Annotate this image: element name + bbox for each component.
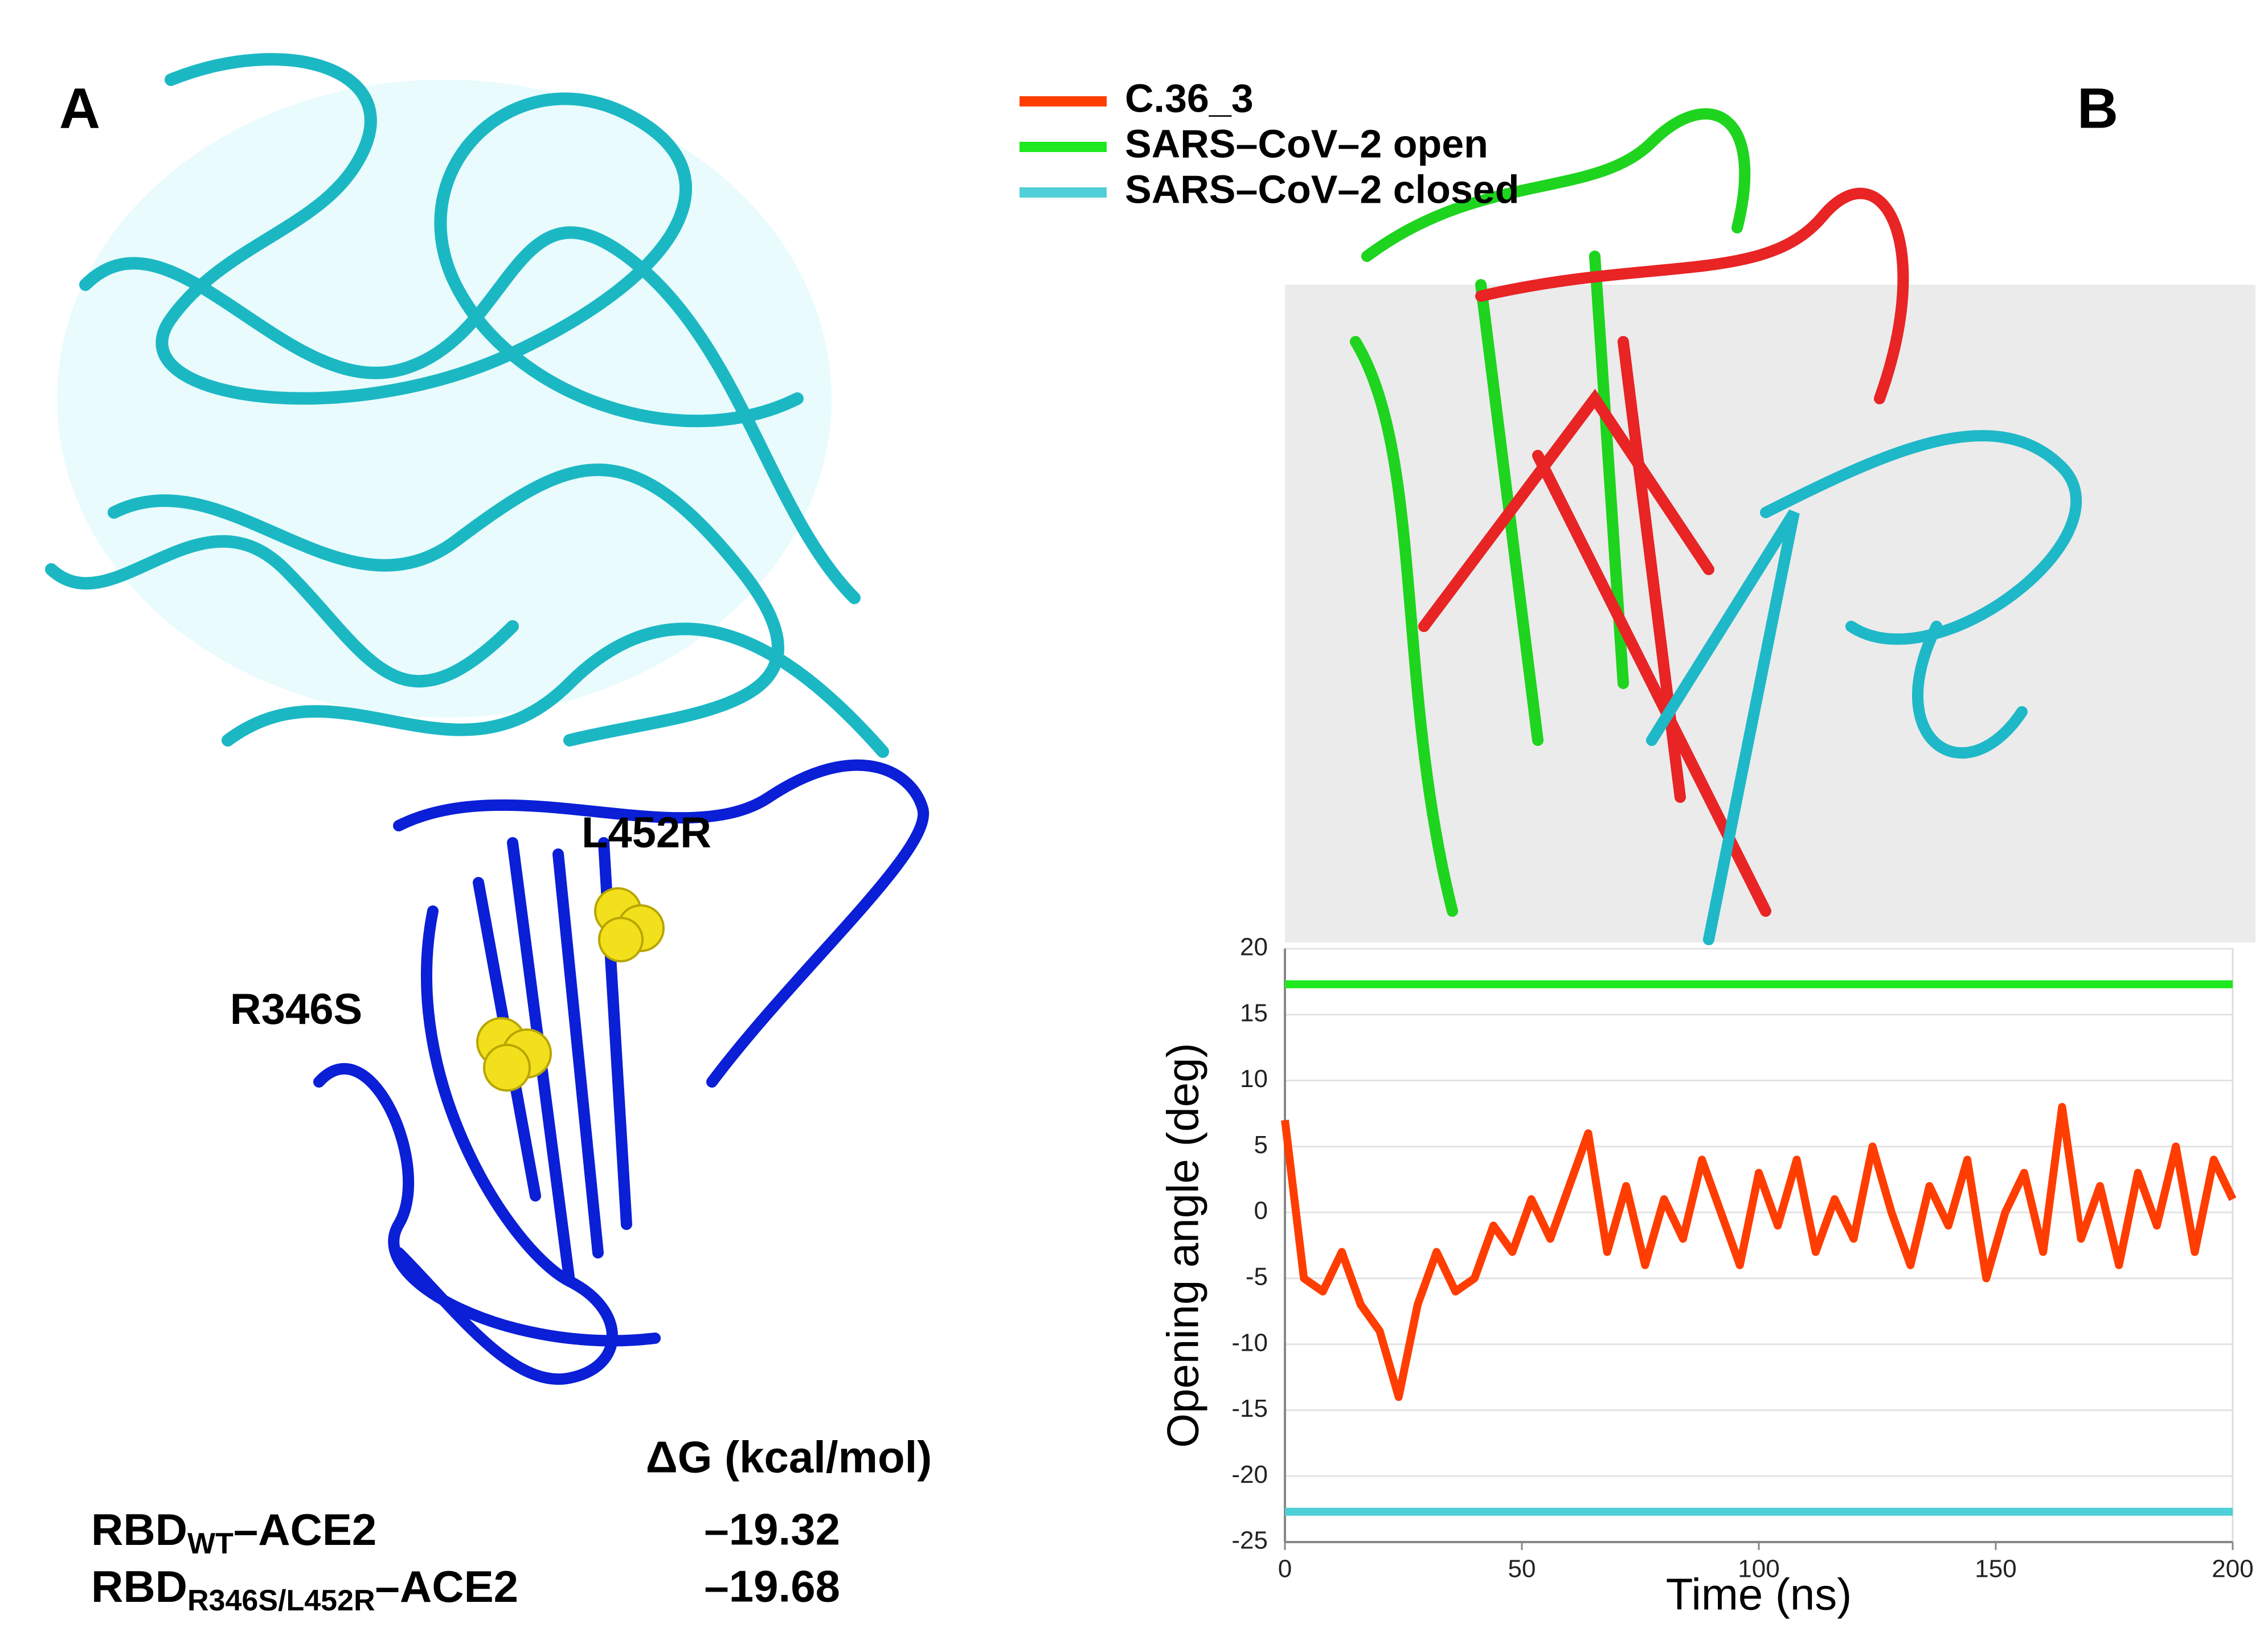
y-tick-label: 5 <box>1254 1131 1268 1159</box>
panel-label: B <box>2077 76 2118 140</box>
table-header: ΔG (kcal/mol) <box>646 1432 932 1482</box>
row-subscript: WT <box>187 1527 234 1560</box>
y-tick-label: 15 <box>1240 999 1268 1027</box>
legend-label: SARS–CoV–2 open <box>1125 121 1488 166</box>
y-tick-label: -10 <box>1231 1329 1268 1356</box>
y-tick-label: -5 <box>1246 1263 1268 1291</box>
y-tick-label: 20 <box>1240 933 1268 961</box>
x-tick-label: 0 <box>1278 1555 1292 1583</box>
spike-structure <box>1285 108 2255 945</box>
plot-area <box>1284 948 2234 1543</box>
row-suffix: –ACE2 <box>375 1561 518 1612</box>
x-tick-label: 150 <box>1975 1555 2016 1583</box>
row-value: –19.68 <box>704 1561 840 1612</box>
row-value: –19.32 <box>704 1504 840 1555</box>
y-tick-label: -20 <box>1231 1461 1268 1489</box>
y-tick-label: -15 <box>1231 1395 1268 1422</box>
x-axis-label: Time (ns) <box>1666 1569 1852 1620</box>
series-line <box>1281 1102 2237 1401</box>
rbd-structure <box>313 759 930 1385</box>
mutation-label: R346S <box>230 985 362 1034</box>
row-subscript: R346S/L452R <box>187 1584 375 1617</box>
row-prefix: RBD <box>91 1561 187 1612</box>
mutation-label: L452R <box>582 809 711 857</box>
y-tick-label: 0 <box>1254 1197 1268 1225</box>
row-prefix: RBD <box>91 1504 187 1555</box>
legend-label: SARS–CoV–2 closed <box>1125 167 1519 211</box>
ace2-structure <box>45 53 889 758</box>
mutation-spheres <box>476 887 665 1092</box>
y-tick-label: -25 <box>1231 1527 1268 1555</box>
x-tick-label: 200 <box>2212 1555 2253 1583</box>
row-label: RBDWT–ACE2 <box>91 1504 376 1560</box>
row-label: RBDR346S/L452R–ACE2 <box>91 1561 518 1617</box>
x-tick-label: 50 <box>1508 1555 1536 1583</box>
panel-label: A <box>59 76 100 140</box>
y-axis-label: Opening angle (deg) <box>1158 1043 1208 1448</box>
y-tick-label: 10 <box>1240 1065 1268 1093</box>
x-tick-label: 100 <box>1738 1555 1779 1583</box>
legend-label: C.36_3 <box>1125 76 1254 120</box>
row-suffix: –ACE2 <box>234 1504 376 1555</box>
